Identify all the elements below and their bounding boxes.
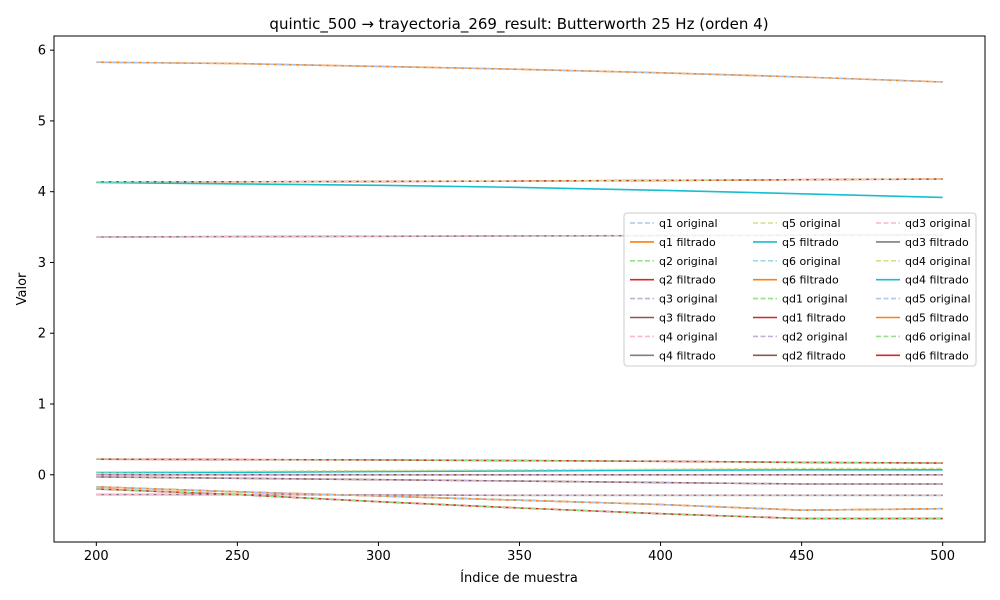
series-line-q6-filtrado [96,486,943,512]
legend-label: qd5 original [905,293,971,306]
series-layer [96,61,943,520]
y-tick-label: 6 [38,44,46,59]
y-tick-label: 0 [38,468,46,483]
series-line-qd1-original [96,458,943,464]
series-line-q3-original [96,476,943,485]
y-tick-label: 5 [38,114,46,129]
y-tick-label: 1 [38,398,46,413]
legend-label: q3 original [659,293,718,306]
legend-label: q2 original [659,255,718,268]
legend-label: qd2 filtrado [782,349,846,362]
legend-label: qd5 filtrado [905,312,969,325]
x-axis-label: Índice de muestra [460,570,578,586]
legend-label: q2 filtrado [659,274,716,287]
series-line-qd6-filtrado [96,488,943,520]
legend-label: q6 original [782,255,841,268]
x-tick-label: 350 [507,549,532,564]
legend-label: q6 filtrado [782,274,839,287]
x-tick-label: 300 [366,549,391,564]
y-tick-label: 2 [38,327,46,342]
y-tick-label: 4 [38,185,46,200]
legend-label: qd6 original [905,330,971,343]
legend-label: q5 original [782,217,841,230]
x-tick-label: 200 [84,549,109,564]
x-tick-label: 450 [789,549,814,564]
legend-label: qd4 original [905,255,971,268]
series-line-q5-original [96,178,943,183]
series-line-qd5-original [96,486,943,511]
chart-title: quintic_500 → trayectoria_269_result: Bu… [269,15,768,34]
series-line-q1-filtrado [96,61,943,83]
series-line-qd6-original [96,488,943,520]
legend-label: qd3 original [905,217,971,230]
y-axis-label: Valor [15,272,30,305]
series-line-q6-original [96,486,943,511]
y-tick-label: 3 [38,256,46,271]
series-line-qd4-filtrado [96,468,943,474]
legend-label: qd1 original [782,293,848,306]
x-tick-label: 500 [930,549,955,564]
legend-label: q3 filtrado [659,312,716,325]
x-axis: 200 250 300 350 400 450 500 [84,542,955,564]
series-line-q5-filtrado [96,181,943,199]
legend-label: qd2 original [782,330,848,343]
series-line-qd4-original [96,467,943,473]
legend-label: q4 original [659,330,718,343]
legend-label: q1 original [659,217,718,230]
x-tick-label: 250 [225,549,250,564]
legend-label: q1 filtrado [659,236,716,249]
legend-label: qd3 filtrado [905,236,969,249]
legend: q1 original q1 filtrado q2 original q2 filt… [623,212,977,367]
legend-label: q4 filtrado [659,349,716,362]
x-tick-label: 400 [648,549,673,564]
legend-box [623,212,977,367]
legend-label: qd1 filtrado [782,312,846,325]
legend-label: qd6 filtrado [905,349,969,362]
series-line-q1-original [96,61,943,83]
series-line-qd5-filtrado [96,486,943,512]
legend-label: q5 filtrado [782,236,839,249]
legend-label: qd4 filtrado [905,274,969,287]
y-axis: 0 1 2 3 4 5 6 [38,44,54,483]
series-line-qd3-original [96,493,943,496]
